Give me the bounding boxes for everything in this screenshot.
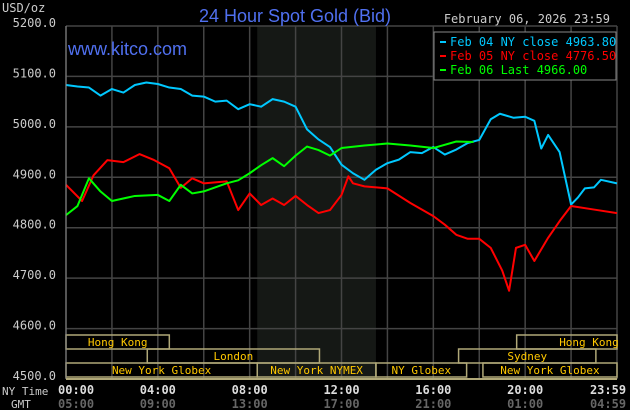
y-axis-unit: USD/oz bbox=[2, 1, 45, 15]
session-label: Hong Kong bbox=[559, 336, 619, 349]
x-tick-gmt: 09:00 bbox=[140, 397, 176, 410]
session-label: New York Globex bbox=[500, 364, 600, 377]
series-line-2 bbox=[65, 140, 474, 216]
x-tick-ny: 20:00 bbox=[507, 383, 543, 397]
series-line-0 bbox=[65, 81, 618, 206]
session-label: London bbox=[213, 350, 253, 363]
x-row-label-gmt: GMT bbox=[11, 398, 31, 410]
x-tick-ny: 04:00 bbox=[140, 383, 176, 397]
x-tick-gmt: 17:00 bbox=[323, 397, 359, 410]
session-label: Sydney bbox=[507, 350, 547, 363]
x-tick-gmt: 21:00 bbox=[415, 397, 451, 410]
y-tick-label: 5200.0 bbox=[13, 16, 56, 30]
x-tick-ny: 00:00 bbox=[58, 383, 94, 397]
session-label: New York NYMEX bbox=[270, 364, 363, 377]
series-line-1 bbox=[65, 153, 618, 292]
x-tick-ny: 23:59 bbox=[590, 383, 626, 397]
x-tick-ny: 08:00 bbox=[232, 383, 268, 397]
watermark: www.kitco.com bbox=[67, 39, 187, 59]
y-tick-label: 4500.0 bbox=[13, 369, 56, 383]
chart-title: 24 Hour Spot Gold (Bid) bbox=[199, 6, 391, 26]
legend-entry: Feb 05 NY close 4776.50 bbox=[450, 49, 616, 63]
chart-date: February 06, 2026 23:59 bbox=[444, 12, 610, 26]
x-tick-gmt: 01:00 bbox=[507, 397, 543, 410]
y-tick-label: 4600.0 bbox=[13, 319, 56, 333]
session-label: New York Globex bbox=[112, 364, 212, 377]
x-tick-ny: 16:00 bbox=[415, 383, 451, 397]
legend-entry: Feb 06 Last 4966.00 bbox=[450, 63, 587, 77]
y-tick-label: 5000.0 bbox=[13, 117, 56, 131]
y-tick-label: 4800.0 bbox=[13, 218, 56, 232]
x-row-label-ny: NY Time bbox=[2, 385, 48, 398]
x-tick-gmt: 04:59 bbox=[590, 397, 626, 410]
session-box bbox=[482, 362, 618, 378]
x-tick-ny: 12:00 bbox=[323, 383, 359, 397]
y-tick-label: 5100.0 bbox=[13, 66, 56, 80]
x-tick-gmt: 13:00 bbox=[232, 397, 268, 410]
nymex-shade bbox=[257, 26, 376, 379]
session-box bbox=[375, 362, 468, 378]
session-label: Hong Kong bbox=[88, 336, 148, 349]
y-tick-label: 4900.0 bbox=[13, 167, 56, 181]
legend-box bbox=[433, 31, 617, 81]
session-label: NY Globex bbox=[391, 364, 451, 377]
x-tick-gmt: 05:00 bbox=[58, 397, 94, 410]
legend-entry: Feb 04 NY close 4963.80 bbox=[450, 35, 616, 49]
y-tick-label: 4700.0 bbox=[13, 268, 56, 282]
